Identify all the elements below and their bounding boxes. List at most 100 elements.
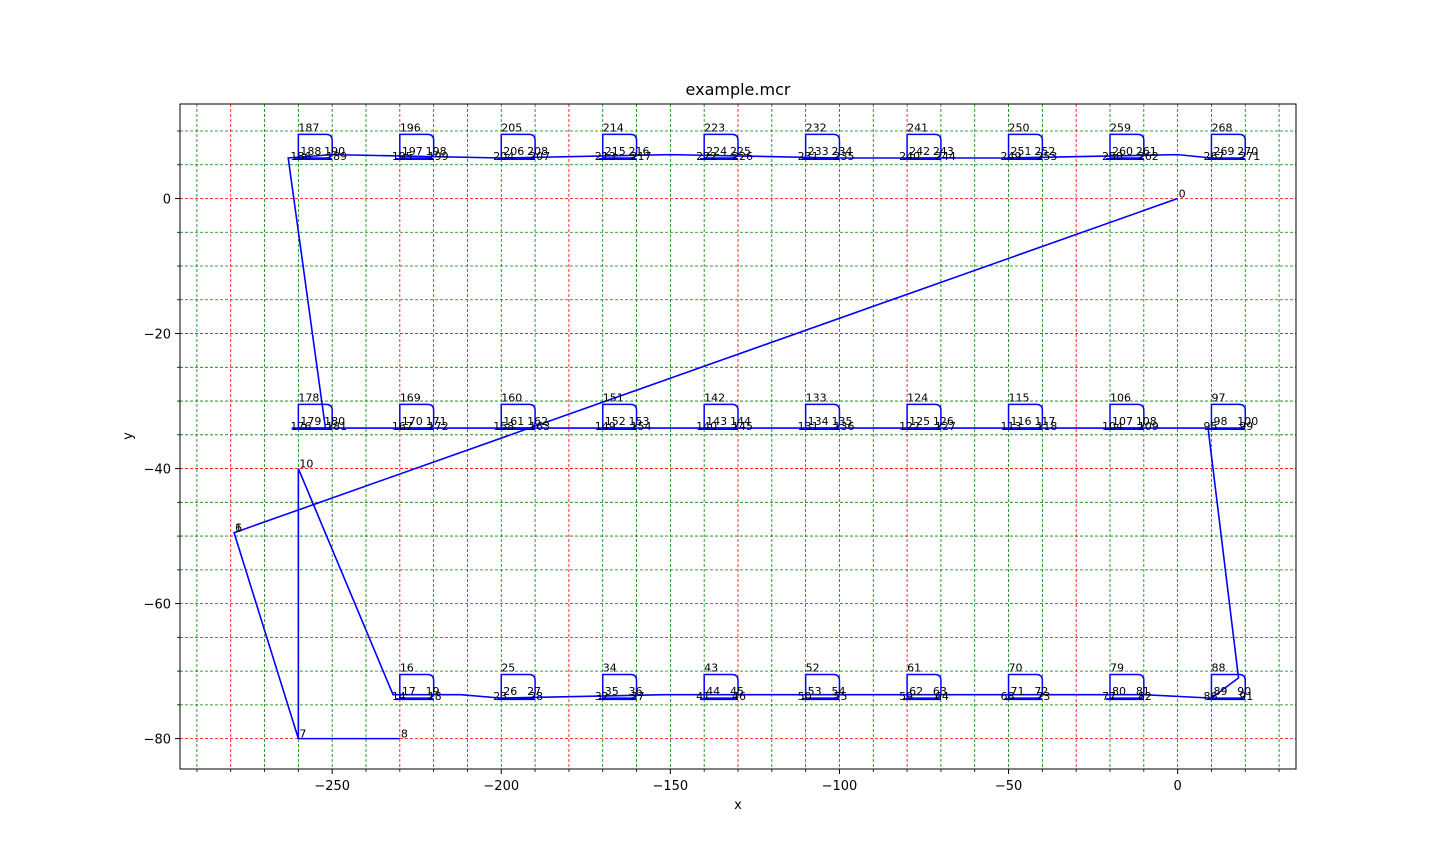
- waypoint-label: 82: [1138, 690, 1152, 703]
- x-tick-label: −250: [314, 779, 350, 794]
- grid-layer: [180, 104, 1296, 769]
- waypoint-label: 71: [1011, 685, 1025, 698]
- waypoint-label: 7: [299, 728, 306, 741]
- waypoint-label: 253: [1036, 150, 1057, 163]
- waypoint-label: 252: [1034, 145, 1055, 158]
- feature-layer: [294, 133, 1247, 701]
- waypoint-label: 258: [1102, 150, 1123, 163]
- waypoint-label: 89: [1213, 685, 1227, 698]
- waypoint-label: 153: [629, 415, 650, 428]
- waypoint-label: 197: [402, 145, 423, 158]
- feature-pocket: [1007, 673, 1044, 699]
- waypoint-label: 32: [595, 690, 609, 703]
- waypoint-label: 190: [324, 145, 345, 158]
- x-tick-label: −150: [653, 779, 689, 794]
- waypoint-label: 250: [1009, 121, 1030, 134]
- waypoint-label: 268: [1211, 121, 1232, 134]
- waypoint-label: 249: [1001, 150, 1022, 163]
- waypoint-label: 223: [704, 121, 725, 134]
- waypoint-label: 176: [290, 420, 311, 433]
- feature-pocket: [1210, 133, 1247, 159]
- waypoint-label: 198: [426, 145, 447, 158]
- waypoint-label: 6: [235, 522, 242, 535]
- waypoint-label: 133: [806, 391, 827, 404]
- waypoint-label: 179: [300, 415, 321, 428]
- waypoint-label: 52: [806, 661, 820, 674]
- waypoint-label: 90: [1237, 685, 1251, 698]
- feature-pocket: [804, 673, 841, 699]
- waypoint-label: 91: [1239, 690, 1253, 703]
- waypoint-label: 28: [529, 690, 543, 703]
- waypoint-label: 1: [235, 522, 242, 535]
- waypoint-label: 244: [935, 150, 956, 163]
- waypoint-label: 45: [730, 685, 744, 698]
- waypoint-label: 217: [631, 150, 652, 163]
- waypoint-label: 180: [324, 415, 345, 428]
- waypoint-label: 161: [503, 415, 524, 428]
- waypoint-label: 99: [1239, 420, 1253, 433]
- waypoint-label: 163: [529, 420, 550, 433]
- waypoint-label: 233: [808, 145, 829, 158]
- waypoint-label: 116: [1011, 415, 1032, 428]
- waypoint-label: 269: [1213, 145, 1234, 158]
- waypoint-label: 88: [1211, 661, 1225, 674]
- waypoint-label: 226: [732, 150, 753, 163]
- waypoint-label: 135: [831, 415, 852, 428]
- feature-pocket: [601, 673, 638, 699]
- waypoint-label: 113: [1001, 420, 1022, 433]
- waypoint-label: 95: [1203, 420, 1217, 433]
- waypoint-label: 23: [493, 690, 507, 703]
- waypoint-label: 81: [1136, 685, 1150, 698]
- y-tick-label: −20: [144, 328, 171, 343]
- waypoint-label: 151: [603, 391, 624, 404]
- waypoint-label: 18: [428, 690, 442, 703]
- waypoint-label: 108: [1136, 415, 1157, 428]
- waypoint-label: 14: [392, 690, 406, 703]
- x-tick-label: 0: [1173, 779, 1181, 794]
- waypoint-label: 98: [1213, 415, 1227, 428]
- x-tick-label: −200: [483, 779, 519, 794]
- waypoint-label: 127: [935, 420, 956, 433]
- feature-pocket: [703, 133, 739, 159]
- waypoint-label: 36: [629, 685, 643, 698]
- waypoint-label: 131: [798, 420, 819, 433]
- waypoint-label: 70: [1009, 661, 1023, 674]
- feature-pocket: [399, 673, 435, 699]
- waypoint-label: 270: [1237, 145, 1258, 158]
- waypoint-label: 242: [909, 145, 930, 158]
- waypoint-label: 259: [1110, 121, 1131, 134]
- waypoint-label: 214: [603, 121, 624, 134]
- waypoint-label: 44: [706, 685, 720, 698]
- feature-pocket: [399, 133, 435, 159]
- waypoint-label: 262: [1138, 150, 1159, 163]
- waypoint-label: 178: [298, 391, 319, 404]
- waypoint-label: 8: [401, 728, 408, 741]
- waypoint-label: 125: [909, 415, 930, 428]
- waypoint-label: 251: [1011, 145, 1032, 158]
- waypoint-label: 171: [426, 415, 447, 428]
- feature-pocket: [1109, 133, 1145, 159]
- waypoint-label: 61: [907, 661, 921, 674]
- waypoint-label: 0: [1179, 188, 1186, 201]
- waypoint-label: 181: [326, 420, 347, 433]
- waypoint-label: 205: [501, 121, 522, 134]
- waypoint-label: 206: [503, 145, 524, 158]
- chart-title: example.mcr: [686, 80, 791, 99]
- waypoint-label: 169: [400, 391, 421, 404]
- waypoint-label: 149: [595, 420, 616, 433]
- tool-path-line: [233, 153, 1240, 740]
- waypoint-label: 86: [1203, 690, 1217, 703]
- waypoint-label: 73: [1036, 690, 1050, 703]
- waypoint-label: 145: [732, 420, 753, 433]
- waypoint-label: 143: [706, 415, 727, 428]
- waypoint-label: 97: [1211, 391, 1225, 404]
- waypoint-label: 188: [300, 145, 321, 158]
- y-tick-label: −40: [144, 463, 171, 478]
- waypoint-label: 68: [1001, 690, 1015, 703]
- waypoint-label: 53: [808, 685, 822, 698]
- waypoint-label: 10: [299, 458, 313, 471]
- waypoint-label: 62: [909, 685, 923, 698]
- waypoint-label: 158: [493, 420, 514, 433]
